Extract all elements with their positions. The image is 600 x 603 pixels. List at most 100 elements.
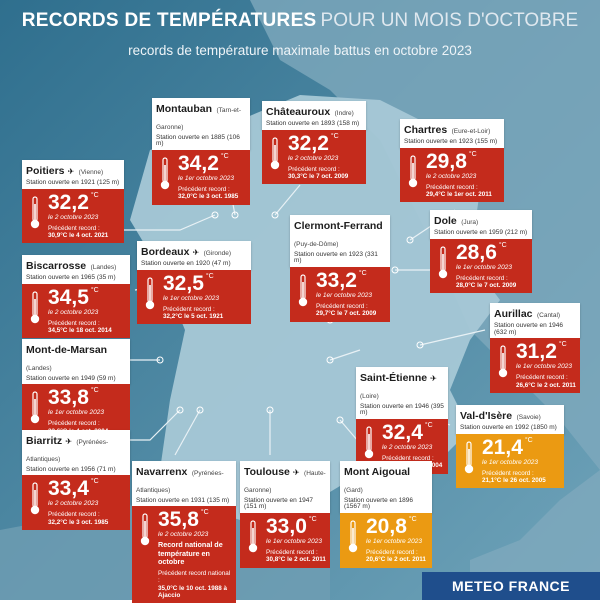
record-panel: 28,6 °C le 1er octobre 2023 Précédent recor… xyxy=(430,238,532,294)
station-card-aurillac: Aurillac (Cantal) Station ouverte en 1946… xyxy=(490,303,580,393)
temperature-unit: °C xyxy=(524,436,533,444)
record-panel: 29,8 °C le 2 octobre 2023 Précédent record … xyxy=(400,147,504,203)
record-panel: 34,2 °C le 1er octobre 2023 Précédent recor… xyxy=(152,150,250,205)
previous-record-value: 30,3°C le 7 oct. 2009 xyxy=(288,172,349,180)
station-city: Navarrenx xyxy=(136,466,188,478)
temperature-value: 34,5 xyxy=(48,285,89,309)
station-opened: Station ouverte en 1956 (71 m) xyxy=(26,465,116,473)
station-card-biscarrosse: Biscarrosse (Landes) Station ouverte en 1… xyxy=(22,255,130,339)
previous-record-value: 32,0°C le 3 oct. 1985 xyxy=(178,193,239,201)
record-temperature: 33,0 °C xyxy=(266,516,326,537)
previous-record-label: Précédent record : xyxy=(316,303,368,311)
station-city: Dole xyxy=(434,215,457,227)
airplane-icon: ✈ xyxy=(430,374,437,383)
station-opened: Station ouverte en 1947 (151 m) xyxy=(244,496,314,511)
station-opened: Station ouverte en 1923 (155 m) xyxy=(404,137,498,145)
station-opened: Station ouverte en 1931 (135 m) xyxy=(136,496,230,504)
station-header: Poitiers ✈ (Vienne) Station ouverte en 192… xyxy=(22,160,124,189)
station-card-dole: Dole (Jura) Station ouverte en 1959 (212 … xyxy=(430,210,532,294)
record-temperature: 31,2 °C xyxy=(516,341,576,362)
temperature-value: 32,2 xyxy=(48,190,89,214)
record-date: le 2 octobre 2023 xyxy=(48,308,99,316)
temperature-value: 35,8 xyxy=(158,508,199,532)
previous-record-value: 20,6°C le 2 oct. 2011 xyxy=(366,556,426,564)
station-city: Montauban xyxy=(156,103,212,115)
record-panel: 20,8 °C le 1er octobre 2023 Précédent recor… xyxy=(340,513,432,568)
station-opened: Station ouverte en 1965 (35 m) xyxy=(26,273,116,281)
previous-record: Précédent record :20,6°C le 2 oct. 2011 xyxy=(366,549,428,563)
previous-record-value: 30,8°C le 2 oct. 2011 xyxy=(266,556,326,564)
thermometer-icon xyxy=(160,157,170,190)
record-panel: 33,2 °C le 1er octobre 2023 Précédent recor… xyxy=(290,267,390,322)
thermometer-icon xyxy=(30,196,40,228)
temperature-unit: °C xyxy=(200,509,209,517)
record-panel: 33,8 °C le 1er octobre 2023 Précédent recor… xyxy=(22,384,130,439)
record-temperature: 34,2 °C xyxy=(178,153,246,174)
temperature-unit: °C xyxy=(90,191,99,199)
record-date: le 1er octobre 2023 xyxy=(316,292,373,300)
thermometer-icon xyxy=(438,246,448,278)
record-panel: 34,5 °C le 2 octobre 2023 Précédent record … xyxy=(22,283,130,339)
meteo-france-logo: METEO FRANCE xyxy=(422,572,600,600)
station-city: Mont-de-Marsan xyxy=(26,344,108,356)
previous-record: Précédent record :21,1°C le 26 oct. 2005 xyxy=(482,470,560,484)
previous-record-value: 29,4°C le 1er oct. 2011 xyxy=(426,190,492,198)
airplane-icon: ✈ xyxy=(292,468,300,477)
previous-record-label: Précédent record : xyxy=(516,374,568,382)
station-card-montdemarsan: Mont-de-Marsan (Landes) Station ouverte e… xyxy=(22,339,130,439)
station-opened: Station ouverte en 1946 (395 m) xyxy=(360,402,444,417)
station-department: (Savoie) xyxy=(516,414,541,421)
station-card-valdisere: Val-d'Isère (Savoie) Station ouverte en 1… xyxy=(456,405,564,489)
previous-record-label: Précédent record : xyxy=(163,305,215,313)
station-card-poitiers: Poitiers ✈ (Vienne) Station ouverte en 192… xyxy=(22,160,124,244)
station-city: Chartres xyxy=(404,124,448,136)
station-opened: Station ouverte en 1949 (59 m) xyxy=(26,374,116,382)
previous-record: Précédent record :30,9°C le 4 oct. 2021 xyxy=(48,225,120,239)
station-header: Biarritz ✈ (Pyrénées-Atlantiques) Station … xyxy=(22,430,130,476)
station-header: Bordeaux ✈ (Gironde) Station ouverte en 19… xyxy=(137,241,251,270)
station-department: (Gironde) xyxy=(203,250,232,257)
record-date: le 1er octobre 2023 xyxy=(163,294,220,302)
station-header: Navarrenx (Pyrénées-Atlantiques) Station … xyxy=(132,461,236,507)
record-panel: 31,2 °C le 1er octobre 2023 Précédent recor… xyxy=(490,338,580,393)
previous-record-value: 26,6°C le 2 oct. 2011 xyxy=(516,381,576,389)
record-panel: 32,5 °C le 1er octobre 2023 Précédent recor… xyxy=(137,269,251,325)
previous-record-label: Précédent record : xyxy=(382,455,434,463)
station-department: (Eure-et-Loir) xyxy=(451,128,491,135)
station-city: Clermont-Ferrand xyxy=(294,220,383,232)
previous-record-value: 21,1°C le 26 oct. 2005 xyxy=(482,476,546,484)
temperature-value: 21,4 xyxy=(482,435,523,459)
station-opened: Station ouverte en 1920 (47 m) xyxy=(141,259,231,267)
thermometer-icon xyxy=(464,441,474,473)
temperature-value: 32,5 xyxy=(163,271,204,295)
page-subtitle: records de température maximale battus e… xyxy=(128,43,472,58)
airplane-icon: ✈ xyxy=(192,248,200,257)
europe-land xyxy=(250,0,600,600)
previous-record-label: Précédent record : xyxy=(48,224,100,232)
temperature-unit: °C xyxy=(408,516,417,524)
page-title: RECORDS DE TEMPÉRATURES POUR UN MOIS D'OC… xyxy=(0,10,600,32)
station-card-toulouse: Toulouse ✈ (Haute-Garonne) Station ouverte… xyxy=(240,461,330,568)
station-department: (Loire) xyxy=(360,392,379,400)
station-opened: Station ouverte en 1921 (125 m) xyxy=(26,178,120,186)
airplane-icon: ✈ xyxy=(67,167,75,176)
record-date: le 2 octobre 2023 xyxy=(48,213,99,221)
thermometer-icon xyxy=(30,391,40,424)
station-opened: Station ouverte en 1923 (331 m) xyxy=(294,250,378,265)
station-header: Montauban (Tarn-et-Garonne) Station ouver… xyxy=(152,98,250,151)
temperature-value: 32,2 xyxy=(288,131,329,155)
record-temperature: 20,8 °C xyxy=(366,516,428,537)
station-department: (Vienne) xyxy=(78,169,104,176)
previous-record: Précédent record :34,5°C le 18 oct. 2014 xyxy=(48,320,126,334)
record-panel: 33,0 °C le 1er octobre 2023 Précédent recor… xyxy=(240,513,330,568)
record-date: le 1er octobre 2023 xyxy=(516,363,573,371)
previous-record: Précédent record national :35,0°C le 10 … xyxy=(158,570,232,599)
record-date: le 2 octobre 2023 xyxy=(288,154,339,162)
thermometer-icon xyxy=(140,513,150,546)
thermometer-icon xyxy=(408,155,418,187)
station-card-aigoual: Mont Aigoual (Gard) Station ouverte en 18… xyxy=(340,461,432,568)
station-header: Toulouse ✈ (Haute-Garonne) Station ouverte… xyxy=(240,461,330,514)
station-department: (Jura) xyxy=(461,219,479,226)
temperature-value: 31,2 xyxy=(516,340,557,364)
record-date: le 1er octobre 2023 xyxy=(178,175,235,183)
